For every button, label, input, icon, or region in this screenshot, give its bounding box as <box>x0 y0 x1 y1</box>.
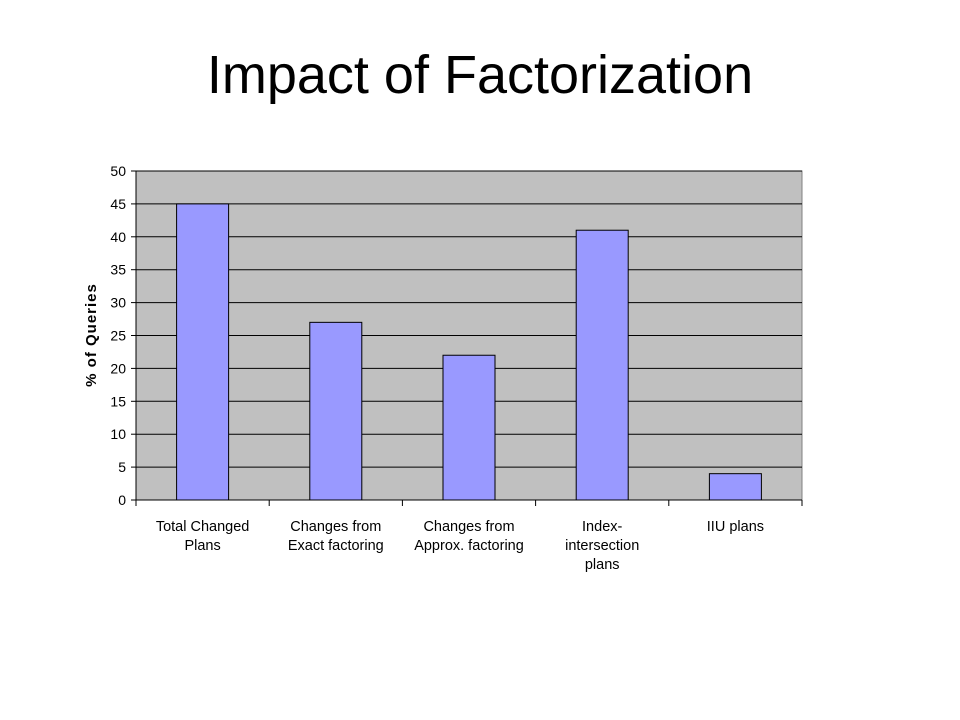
y-tick-label: 35 <box>110 262 126 278</box>
bar <box>575 229 629 501</box>
x-category-labels: Total Changed Plans Changes from Exact fact… <box>156 519 764 573</box>
x-category-label-line: Exact factoring <box>288 538 384 554</box>
y-tick-labels: 0 5 10 15 20 25 30 35 40 45 50 <box>110 163 126 508</box>
bar <box>309 321 363 501</box>
y-tick-label: 40 <box>110 229 126 245</box>
bar <box>442 354 496 501</box>
slide-title: Impact of Factorization <box>206 45 754 105</box>
x-category-label-line: Index- <box>582 519 622 535</box>
x-category-label-line: Changes from <box>290 519 381 535</box>
y-tick-label: 15 <box>110 393 126 409</box>
axes <box>131 170 803 506</box>
y-tick-label: 20 <box>110 360 126 376</box>
x-category-label-line: Total Changed <box>156 519 250 535</box>
y-tick-label: 25 <box>110 328 126 344</box>
y-axis-title: % of Queries <box>83 283 100 387</box>
y-tick-label: 45 <box>110 196 126 212</box>
y-tick-label: 0 <box>118 492 126 508</box>
x-category-label-line: Plans <box>184 538 220 554</box>
x-category-label: Index-intersection plans <box>565 519 639 573</box>
y-tick-label: 30 <box>110 295 126 311</box>
x-category-label-line: plans <box>585 557 620 573</box>
x-category-label: Changes from Approx. factoring <box>414 519 524 554</box>
y-tick-label: 50 <box>110 163 126 179</box>
x-category-label: Total Changed Plans <box>156 519 250 554</box>
x-category-label-line: Changes from <box>423 519 514 535</box>
bar <box>176 203 230 501</box>
bars <box>176 203 762 501</box>
x-category-label-line: Approx. factoring <box>414 538 524 554</box>
x-category-label: Changes from Exact factoring <box>288 519 384 554</box>
x-category-label-line: intersection <box>565 538 639 554</box>
x-category-label-line: IIU plans <box>707 519 764 535</box>
y-tick-label: 10 <box>110 426 126 442</box>
x-category-label: IIU plans <box>707 519 764 535</box>
y-tick-label: 5 <box>118 459 126 475</box>
bar <box>708 473 762 501</box>
